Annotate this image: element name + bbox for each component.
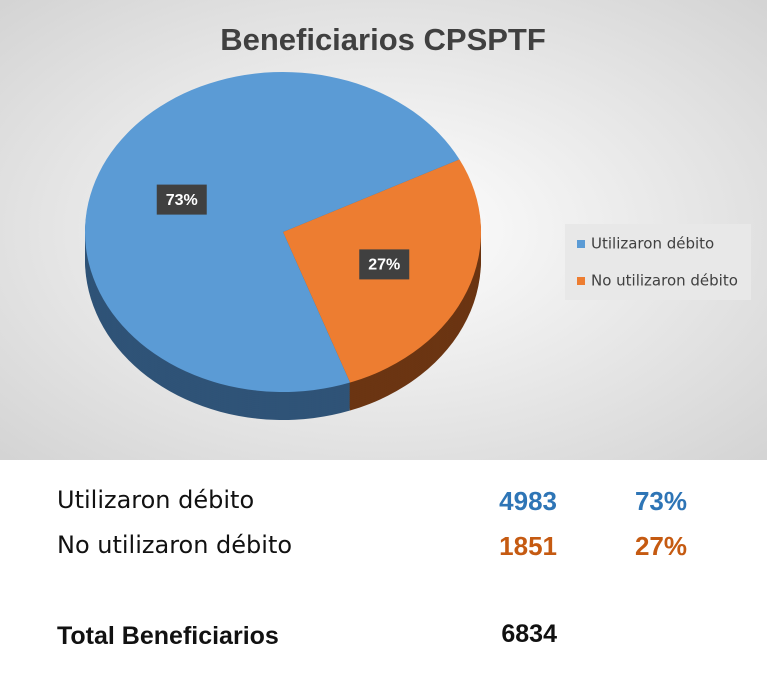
legend-box xyxy=(565,224,751,300)
table-cell: Utilizaron débito xyxy=(57,486,255,514)
data-label: 73% xyxy=(166,192,198,209)
legend-label: Utilizaron débito xyxy=(591,235,714,253)
legend-label: No utilizaron débito xyxy=(591,272,738,290)
data-label-box xyxy=(359,249,410,280)
table-cell: No utilizaron débito xyxy=(57,531,293,559)
chart: Beneficiarios CPSPTF 27% 73% Utilizaron dé… xyxy=(0,0,767,460)
table-cell: Total Beneficiarios xyxy=(57,622,279,650)
table-cell: 6834 xyxy=(501,620,557,648)
table-cell: 73% xyxy=(634,486,687,516)
legend-swatch xyxy=(577,240,585,248)
summary-table: Utilizaron débito 4983 73% No utilizaron dé… xyxy=(0,460,767,698)
table-cell: 27% xyxy=(634,531,687,561)
pie-slice xyxy=(84,72,460,393)
chart-title: Beneficiarios CPSPTF xyxy=(220,22,546,57)
data-label-box xyxy=(156,184,207,215)
legend-swatch xyxy=(577,277,585,285)
table-cell: 1851 xyxy=(499,531,557,561)
table-cell: 4983 xyxy=(499,486,557,516)
data-label: 27% xyxy=(368,257,400,274)
